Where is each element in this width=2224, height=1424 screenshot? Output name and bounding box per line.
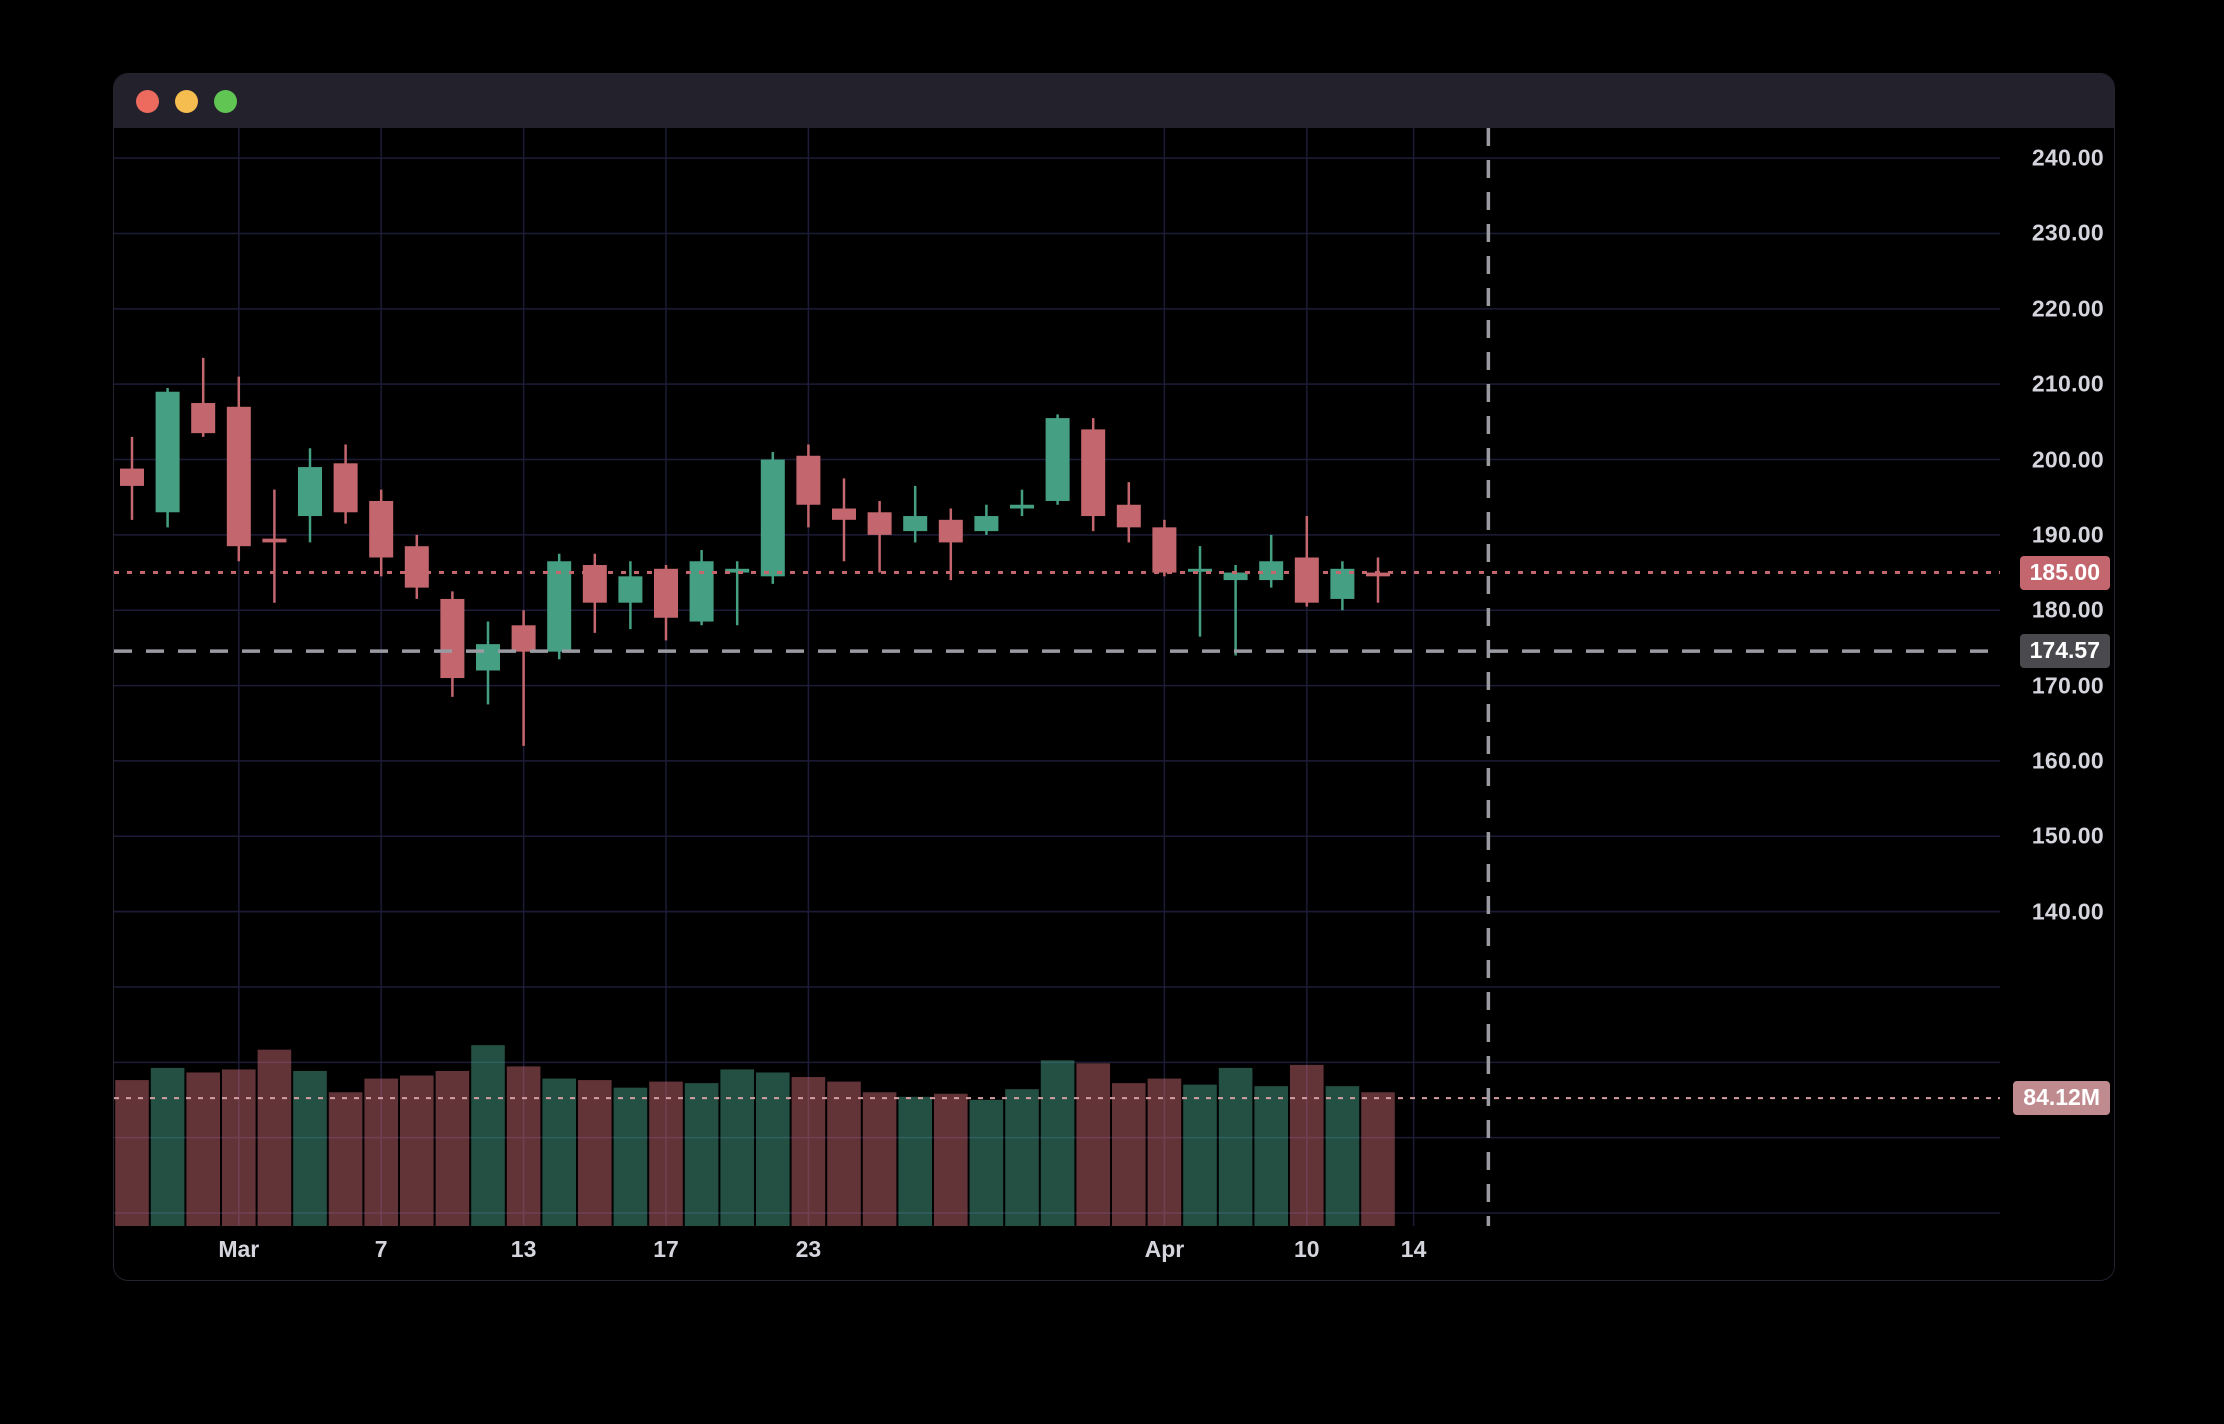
x-axis-tick: 10 <box>1294 1236 1320 1262</box>
x-axis: Mar 7 13 17 23 Apr 10 14 <box>114 1228 2000 1280</box>
x-axis-tick: Apr <box>1144 1236 1185 1262</box>
price-axis-tick: 220.00 <box>2031 295 2104 322</box>
window-titlebar <box>114 74 2114 128</box>
price-axis-tick: 170.00 <box>2031 672 2104 699</box>
price-axis-tick: 240.00 <box>2031 144 2104 171</box>
last-price-badge[interactable]: 185.00 <box>2019 555 2110 590</box>
price-axis-tick: 140.00 <box>2031 898 2104 925</box>
x-axis-tick: Mar <box>218 1236 260 1262</box>
price-axis-tick: 230.00 <box>2031 219 2104 246</box>
price-axis-tick: 200.00 <box>2031 446 2104 473</box>
price-axis-tick: 190.00 <box>2031 521 2104 548</box>
x-axis-tick: 17 <box>653 1236 679 1262</box>
candlestick-plot[interactable] <box>114 128 2000 1228</box>
chart-body: Mar 7 13 17 23 Apr 10 14 240.00 230.00 220.00 210.… <box>114 128 2114 1280</box>
volume-value-badge[interactable]: 84.12M <box>2013 1081 2110 1116</box>
cursor-price-badge[interactable]: 174.57 <box>2019 634 2110 669</box>
maximize-button[interactable] <box>214 89 237 113</box>
x-axis-tick: 7 <box>374 1236 388 1262</box>
chart-window: Mar 7 13 17 23 Apr 10 14 240.00 230.00 220.00 210.… <box>114 74 2114 1280</box>
price-axis-tick: 210.00 <box>2031 370 2104 397</box>
close-button[interactable] <box>136 89 159 113</box>
price-axis-tick: 150.00 <box>2031 822 2104 849</box>
x-axis-tick: 13 <box>510 1236 537 1262</box>
x-axis-tick: 23 <box>795 1236 822 1262</box>
plot-svg <box>114 128 2000 1226</box>
price-axis-tick: 160.00 <box>2031 747 2104 774</box>
minimize-button[interactable] <box>175 89 198 113</box>
price-axis[interactable]: 240.00 230.00 220.00 210.00 200.00 190.00 180.… <box>2000 128 2114 1280</box>
x-axis-tick: 14 <box>1400 1236 1427 1262</box>
price-axis-tick: 180.00 <box>2031 596 2104 623</box>
